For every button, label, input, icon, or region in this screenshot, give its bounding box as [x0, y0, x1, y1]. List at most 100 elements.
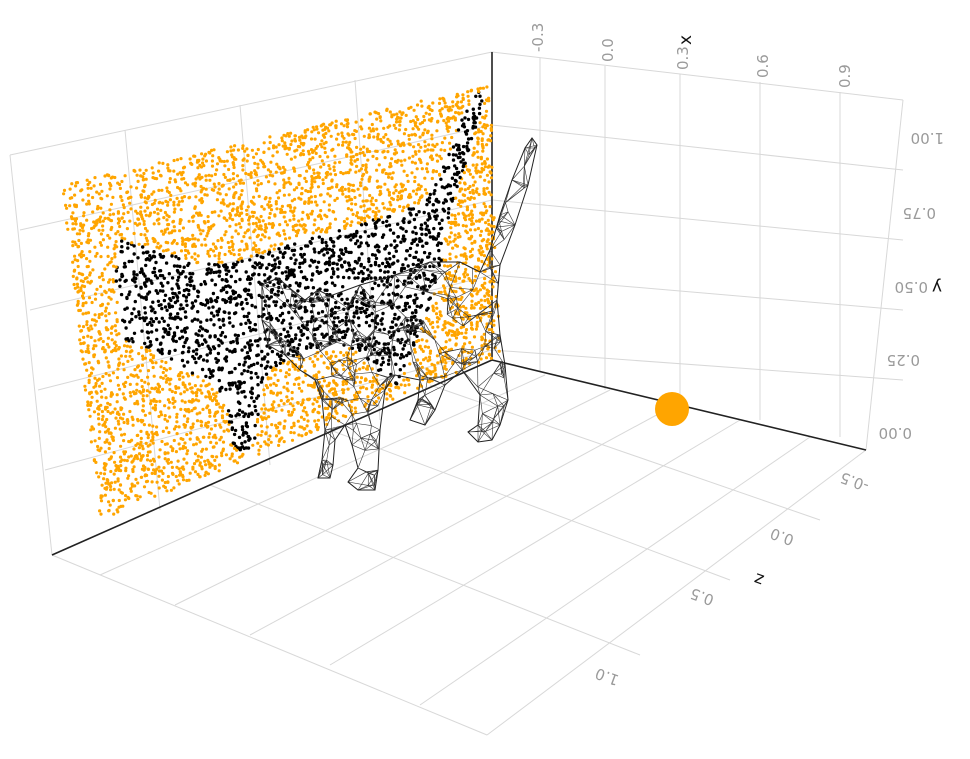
background-point	[121, 362, 125, 366]
background-point	[136, 364, 140, 368]
background-point	[324, 131, 328, 135]
silhouette-point	[471, 126, 475, 130]
silhouette-point	[225, 290, 229, 295]
silhouette-point	[352, 267, 356, 271]
silhouette-point	[447, 207, 451, 211]
background-point	[301, 210, 305, 214]
silhouette-point	[260, 263, 264, 267]
silhouette-point	[400, 337, 404, 342]
background-point	[203, 237, 207, 241]
silhouette-point	[331, 253, 336, 258]
background-point	[104, 487, 108, 491]
background-point	[104, 372, 108, 376]
background-point	[107, 280, 111, 284]
silhouette-point	[203, 303, 207, 307]
background-point	[207, 435, 211, 439]
background-point	[473, 180, 477, 184]
background-point	[124, 349, 128, 353]
background-point	[328, 123, 333, 127]
silhouette-point	[242, 369, 246, 373]
silhouette-point	[469, 136, 474, 141]
background-point	[257, 194, 261, 198]
background-point	[116, 230, 120, 234]
background-point	[117, 357, 121, 361]
background-point	[330, 148, 334, 152]
background-point	[213, 397, 217, 401]
background-point	[365, 187, 369, 191]
background-point	[189, 431, 193, 435]
silhouette-point	[278, 361, 282, 365]
background-point	[454, 342, 458, 346]
background-point	[430, 133, 434, 137]
silhouette-point	[174, 339, 178, 344]
background-point	[97, 315, 101, 320]
silhouette-point	[124, 337, 128, 341]
background-point	[133, 169, 137, 173]
background-point	[135, 433, 139, 438]
background-point	[489, 171, 493, 175]
silhouette-point	[389, 243, 393, 247]
silhouette-point	[232, 311, 237, 316]
background-point	[491, 285, 495, 289]
silhouette-point	[461, 164, 465, 169]
silhouette-point	[478, 102, 482, 107]
background-point	[168, 382, 172, 386]
background-point	[304, 189, 308, 193]
background-point	[365, 387, 369, 391]
background-point	[177, 386, 181, 390]
background-point	[288, 402, 293, 406]
background-point	[116, 477, 120, 481]
background-point	[157, 469, 161, 473]
background-point	[99, 243, 103, 247]
background-point	[254, 244, 258, 248]
silhouette-point	[349, 250, 353, 255]
point-cloud	[62, 85, 501, 516]
silhouette-point	[212, 323, 216, 327]
background-point	[97, 475, 101, 479]
background-point	[328, 356, 332, 360]
background-point	[157, 455, 161, 459]
background-point	[98, 384, 102, 388]
silhouette-point	[331, 267, 335, 271]
silhouette-point	[248, 343, 252, 347]
background-point	[114, 240, 118, 244]
silhouette-point	[160, 306, 164, 311]
silhouette-point	[137, 313, 141, 317]
background-point	[180, 399, 184, 403]
silhouette-point	[373, 262, 378, 267]
background-point	[281, 210, 285, 214]
background-point	[162, 466, 166, 470]
background-point	[457, 297, 461, 301]
silhouette-point	[460, 124, 465, 128]
silhouette-point	[395, 244, 399, 248]
background-point	[207, 229, 211, 233]
background-point	[181, 475, 185, 479]
background-point	[470, 213, 474, 217]
background-point	[347, 133, 351, 137]
background-point	[199, 384, 203, 388]
background-point	[399, 194, 404, 198]
background-point	[125, 344, 129, 348]
silhouette-point	[240, 425, 245, 429]
background-point	[480, 217, 484, 221]
background-point	[170, 465, 174, 469]
background-point	[182, 414, 187, 418]
silhouette-point	[370, 318, 374, 323]
background-point	[157, 188, 161, 192]
background-point	[122, 220, 126, 224]
background-point	[103, 440, 107, 444]
background-point	[353, 406, 357, 410]
background-point	[328, 167, 332, 171]
background-point	[456, 100, 460, 104]
silhouette-point	[449, 197, 453, 201]
silhouette-point	[352, 311, 357, 315]
background-point	[245, 208, 249, 212]
silhouette-point	[317, 250, 321, 255]
silhouette-point	[387, 358, 391, 362]
background-point	[353, 136, 357, 141]
silhouette-point	[248, 281, 252, 286]
background-point	[345, 125, 350, 129]
background-point	[402, 378, 406, 382]
silhouette-point	[375, 351, 380, 355]
background-point	[497, 349, 501, 353]
